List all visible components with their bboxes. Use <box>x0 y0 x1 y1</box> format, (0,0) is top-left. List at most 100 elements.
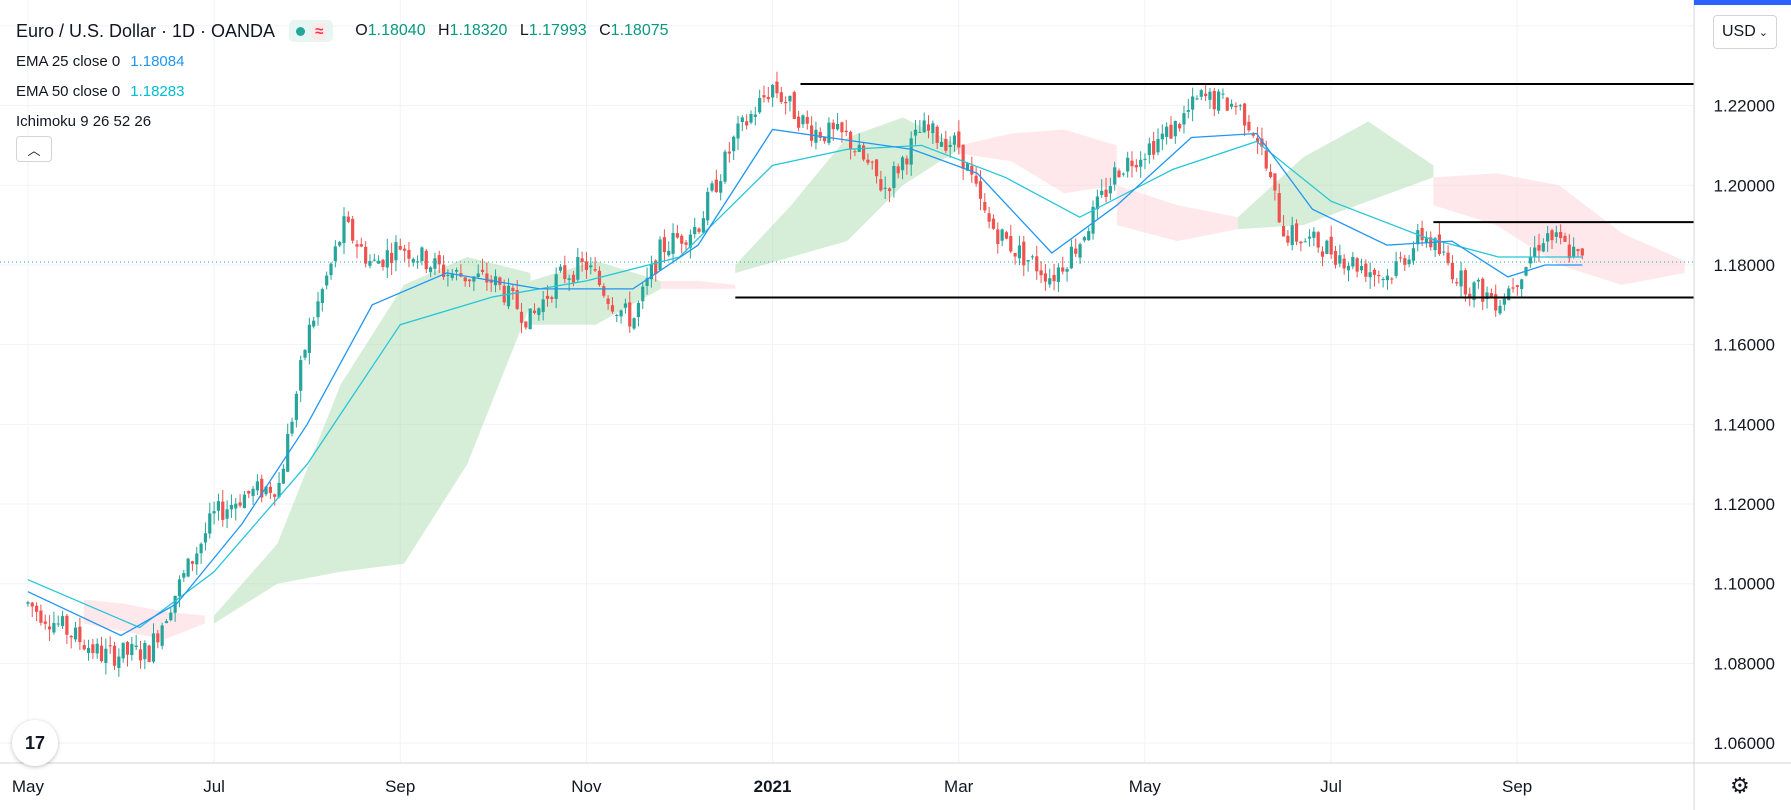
candle-body <box>156 633 160 643</box>
wave-icon: ≈ <box>312 22 327 40</box>
indicator-ema50[interactable]: EMA 50 close 0 1.18283 <box>16 76 669 106</box>
candle-body <box>584 261 589 270</box>
candle-body <box>662 237 666 253</box>
candle-body <box>1433 238 1437 251</box>
symbol-row: Euro / U.S. Dollar · 1D · OANDA ≈ O1.180… <box>16 16 669 46</box>
candle-body <box>805 117 809 124</box>
candle-body <box>34 605 39 612</box>
candle-body <box>701 218 705 233</box>
candle-body <box>1567 244 1571 259</box>
collapse-legend-button[interactable]: ︿ <box>16 136 52 162</box>
symbol-title[interactable]: Euro / U.S. Dollar · 1D · OANDA <box>16 20 276 41</box>
candle-body <box>1208 91 1212 100</box>
candle-body <box>299 360 303 391</box>
candle-body <box>1255 138 1260 143</box>
candle-body <box>394 242 398 261</box>
candle-body <box>86 647 91 653</box>
candle-body <box>1147 143 1151 156</box>
candle-body <box>745 121 749 126</box>
candle-body <box>104 648 108 663</box>
x-tick-label: 2021 <box>754 777 792 796</box>
tradingview-logo[interactable]: 17 <box>12 720 58 766</box>
candle-body <box>918 131 922 133</box>
candle-body <box>307 324 311 353</box>
candle-body <box>991 218 996 229</box>
candle-body <box>1095 196 1099 210</box>
candle-body <box>1359 265 1364 271</box>
indicator-ichimoku[interactable]: Ichimoku 9 26 52 26 <box>16 106 669 136</box>
candle-body <box>441 264 446 277</box>
candle-body <box>537 308 541 315</box>
ohlc-high-key: H <box>438 22 450 39</box>
candle-body <box>1004 232 1009 239</box>
y-tick-label: 1.08000 <box>1714 654 1775 673</box>
candle-body <box>515 290 519 309</box>
candle-body <box>112 645 117 666</box>
candle-body <box>359 244 363 247</box>
candle-body <box>1576 249 1580 252</box>
candle-body <box>576 257 580 280</box>
market-open-icon <box>296 26 306 36</box>
ema-lines <box>0 128 1694 637</box>
candle-body <box>437 255 441 265</box>
market-status-badge[interactable]: ≈ <box>289 20 334 42</box>
candle-body <box>758 97 762 113</box>
grid-lines <box>0 0 1694 763</box>
candle-body <box>511 287 515 292</box>
candle-body <box>199 543 203 554</box>
candle-body <box>242 494 247 509</box>
candle-body <box>26 602 30 604</box>
candle-body <box>1017 245 1022 259</box>
candle-body <box>524 321 528 328</box>
indicator-ema25[interactable]: EMA 25 close 0 1.18084 <box>16 46 669 76</box>
candle-body <box>939 141 944 147</box>
candle-body <box>926 124 931 131</box>
candle-body <box>922 120 926 133</box>
cloud-bear <box>958 129 1117 194</box>
candle-body <box>1446 252 1450 264</box>
candle-body <box>1217 91 1221 111</box>
ohlc-low-key: L <box>519 22 529 39</box>
candle-body <box>108 645 112 647</box>
candle-body <box>1403 258 1407 265</box>
gear-icon[interactable]: ⚙ <box>1730 773 1750 798</box>
candle-body <box>1061 267 1065 272</box>
ohlc-values: O1.18040 H1.18320 L1.17993 C1.18075 <box>347 22 668 40</box>
candle-body <box>589 265 593 268</box>
chevron-down-icon: ⌄ <box>1758 26 1768 39</box>
candle-body <box>480 269 485 272</box>
candle-body <box>571 274 576 283</box>
candle-body <box>290 421 294 434</box>
candle-body <box>788 95 792 102</box>
candle-body <box>887 188 892 192</box>
candle-body <box>56 623 60 625</box>
candle-body <box>1195 98 1199 100</box>
candle-body <box>1550 230 1554 241</box>
candle-body <box>818 131 822 138</box>
candle-body <box>558 266 563 271</box>
candle-body <box>896 166 900 174</box>
candle-body <box>801 115 805 125</box>
candle-body <box>1325 240 1329 254</box>
candle-body <box>182 573 186 578</box>
y-tick-label: 1.20000 <box>1714 176 1775 195</box>
candle-body <box>1247 121 1251 131</box>
candle-body <box>1009 236 1013 252</box>
candle-body <box>355 244 359 247</box>
candle-body <box>1225 97 1229 111</box>
candle-body <box>134 645 138 647</box>
candle-body <box>212 511 216 514</box>
currency-selector[interactable]: USD ⌄ <box>1713 15 1777 49</box>
candle-body <box>606 298 610 304</box>
candle-body <box>1346 265 1351 271</box>
candle-body <box>216 501 221 511</box>
candle-body <box>1537 244 1541 251</box>
ohlc-low-value: 1.17993 <box>528 22 587 39</box>
candle-body <box>654 260 658 274</box>
candle-body <box>1342 258 1346 269</box>
candle-body <box>948 144 952 147</box>
candle-body <box>506 285 511 307</box>
candle-body <box>1091 206 1095 234</box>
candle-body <box>952 135 957 145</box>
